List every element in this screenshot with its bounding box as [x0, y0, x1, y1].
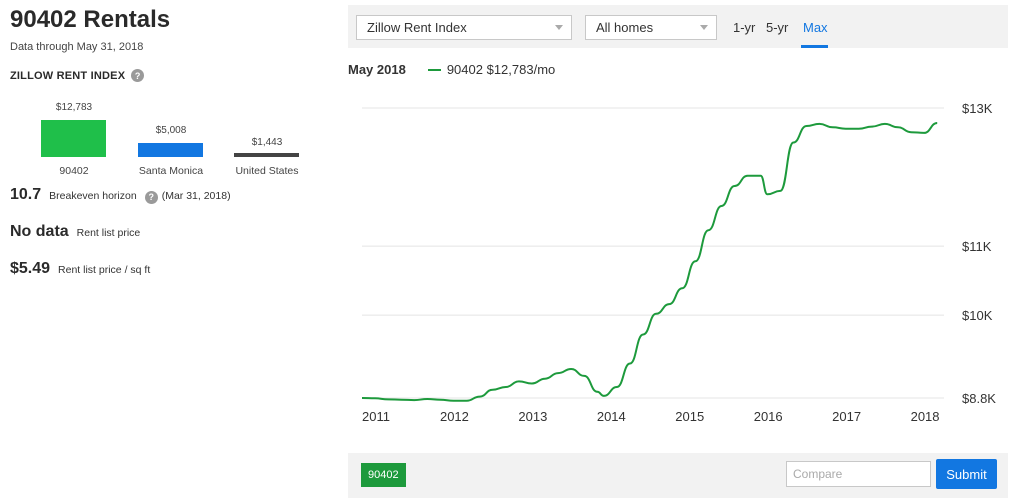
legend-date: May 2018 — [348, 62, 406, 77]
x-tick-label: 2011 — [362, 409, 390, 424]
index-select[interactable]: Zillow Rent Index — [356, 15, 572, 40]
chart-footer: 90402 Submit — [348, 453, 1008, 498]
bar-value-label: $5,008 — [155, 125, 187, 136]
y-tick-label: $13K — [962, 101, 993, 116]
range-5yr-button[interactable]: 5-yr — [766, 20, 789, 35]
home-type-select[interactable]: All homes — [585, 15, 717, 40]
x-tick-label: 2017 — [832, 409, 861, 424]
x-tick-label: 2013 — [518, 409, 547, 424]
x-tick-label: 2015 — [675, 409, 704, 424]
help-icon[interactable]: ? — [131, 69, 145, 82]
breakeven-date: (Mar 31, 2018) — [161, 190, 231, 202]
chevron-down-icon — [700, 25, 708, 30]
chevron-down-icon — [555, 25, 563, 30]
bar-value-label: $12,783 — [55, 102, 93, 113]
range-max-button[interactable]: Max — [803, 20, 828, 35]
bar-name-label: 90402 — [59, 165, 89, 177]
y-tick-label: $8.8K — [962, 391, 996, 406]
series-line-90402 — [361, 122, 938, 402]
rent-list-stat: No data Rent list price — [10, 223, 140, 241]
rent-sqft-stat: $5.49 Rent list price / sq ft — [10, 260, 150, 278]
range-1yr-button[interactable]: 1-yr — [733, 20, 756, 35]
bar-united-states — [234, 153, 299, 157]
bar-name-label: United States — [235, 165, 299, 177]
breakeven-stat: 10.7 Breakeven horizon ? (Mar 31, 2018) — [10, 186, 231, 204]
legend-swatch — [427, 68, 441, 71]
rent-list-value: No data — [10, 223, 69, 240]
x-tick-label: 2018 — [911, 409, 940, 424]
rent-list-label: Rent list price — [76, 227, 141, 239]
index-select-value: Zillow Rent Index — [367, 20, 467, 35]
x-tick-label: 2016 — [754, 409, 783, 424]
rent-index-heading-text: ZILLOW RENT INDEX — [10, 69, 126, 82]
active-range-indicator — [801, 45, 828, 48]
rent-index-chart: $13K $11K $10K $8.8K 2011 2012 2013 2014 2015 201… — [361, 101, 996, 424]
y-tick-label: $11K — [962, 239, 992, 254]
y-tick-label: $10K — [962, 308, 993, 323]
x-tick-label: 2012 — [440, 409, 469, 424]
chart-toolbar: Zillow Rent Index All homes 1-yr 5-yr Ma… — [348, 5, 1008, 48]
breakeven-value: 10.7 — [10, 186, 42, 203]
rent-sqft-value: $5.49 — [10, 260, 51, 277]
home-type-select-value: All homes — [596, 20, 654, 35]
compare-input[interactable] — [786, 461, 931, 487]
rent-index-heading: ZILLOW RENT INDEX ? — [10, 69, 145, 82]
legend-series-label: 90402 $12,783/mo — [446, 62, 556, 77]
breakeven-label: Breakeven horizon — [49, 190, 137, 202]
data-through-date: Data through May 31, 2018 — [10, 41, 144, 53]
bar-santa-monica — [138, 143, 203, 157]
help-icon[interactable]: ? — [144, 190, 158, 204]
bar-name-label: Santa Monica — [138, 165, 204, 177]
bar-90402 — [41, 120, 106, 157]
x-tick-label: 2014 — [597, 409, 626, 424]
submit-button[interactable]: Submit — [936, 459, 997, 489]
series-chip-90402[interactable]: 90402 — [361, 463, 406, 487]
chart-panel: Zillow Rent Index All homes 1-yr 5-yr Ma… — [348, 5, 1008, 498]
chart-legend: May 2018 90402 $12,783/mo — [348, 62, 555, 77]
bar-value-label: $1,443 — [251, 137, 283, 148]
rent-sqft-label: Rent list price / sq ft — [58, 264, 151, 276]
page-title: 90402 Rentals — [10, 6, 171, 33]
